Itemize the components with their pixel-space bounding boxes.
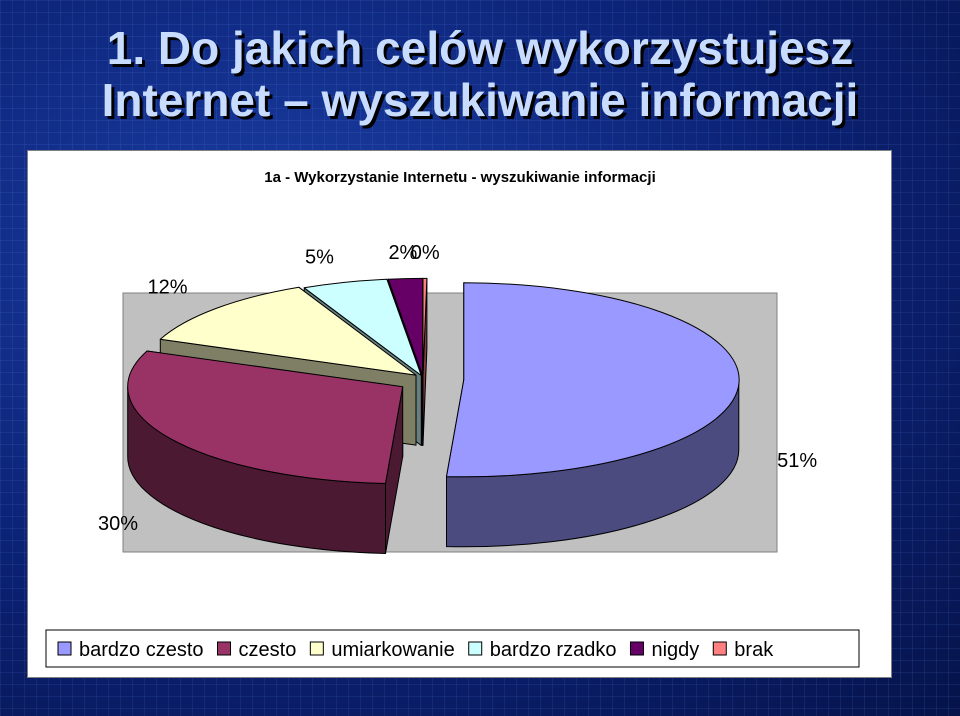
legend-swatch-bardzo-czesto [57,641,72,656]
legend-swatch-brak [712,641,727,656]
pie-slices [127,277,740,554]
legend-label-umiarkowanie: umiarkowanie [331,639,454,661]
slide-title: 1. Do jakich celów wykorzystujesz Intern… [0,22,960,126]
legend: bardzo czesto czesto umiarkowanie bardzo rz… [57,639,774,661]
legend-label-brak: brak [734,639,774,661]
data-label-nigdy: 2% [388,242,417,264]
pie-slice-bardzo-czesto [446,282,740,478]
legend-swatch-umiarkowanie [309,641,324,656]
legend-swatch-nigdy [629,641,644,656]
pie-chart: 1a - Wykorzystanie Internetu - wyszukiwa… [45,169,860,668]
data-label-czesto: 30% [98,513,138,535]
legend-label-bardzo-czesto: bardzo czesto [79,639,204,661]
data-labels: 51% 30% 12% 5% 2%0% [98,242,817,535]
pie-slice-bardzo-rzadko [303,278,422,376]
legend-swatch-bardzo-rzadko [468,641,483,656]
pie-slice-brak [422,277,428,376]
pie-slice-umiarkowanie [159,286,417,376]
legend-label-czesto: czesto [239,639,297,661]
chart-panel: 1a - Wykorzystanie Internetu - wyszukiwa… [27,150,892,678]
data-label-bardzo-rzadko: 5% [305,246,334,268]
slide-title-line-1: 1. Do jakich celów wykorzystujesz [106,22,854,74]
legend-label-bardzo-rzadko: bardzo rzadko [490,639,617,661]
legend-swatch-czesto [217,641,232,656]
data-label-umiarkowanie: 12% [147,276,187,298]
legend-label-nigdy: nigdy [651,639,699,661]
chart-title: 1a - Wykorzystanie Internetu - wyszukiwa… [264,169,656,186]
slide-title-line-2: Internet – wyszukiwanie informacji [101,74,859,126]
pie-slice-czesto [127,350,404,484]
data-label-brak: 0% [411,242,440,264]
data-label-bardzo-czesto: 51% [777,450,817,472]
